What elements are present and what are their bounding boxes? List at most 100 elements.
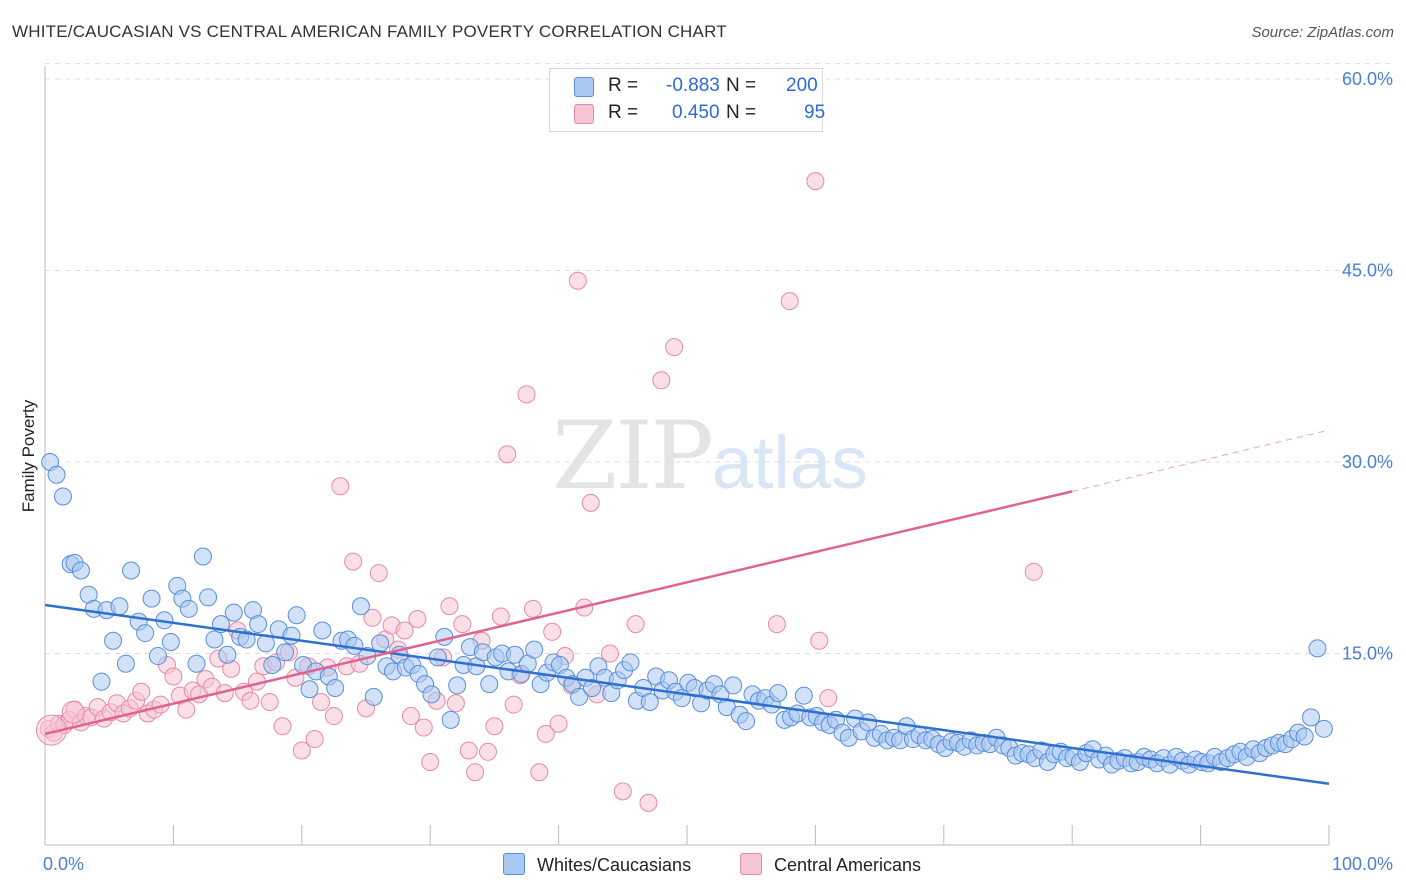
whites-point [249,615,268,634]
whites-point [351,597,370,616]
legend-n-label: N = [726,75,757,96]
central-americans-point [459,741,478,760]
whites-point [282,626,301,645]
whites-point [313,621,332,640]
whites-point [326,678,345,697]
whites-point [92,672,111,691]
central-americans-trend-extension [1072,429,1330,492]
central-americans-point [639,793,658,812]
whites-point [640,693,659,712]
central-americans-point [363,608,382,627]
whites-point [1295,727,1314,746]
whites-point [364,687,383,706]
bottom-legend-central-americans: Central Americans [740,853,921,876]
whites-point [136,624,155,643]
central-americans-point [414,718,433,737]
central-americans-point [312,693,331,712]
whites-point [199,588,218,607]
central-americans-point [369,564,388,583]
whites-point [300,680,319,699]
legend-r-label: R = [608,75,639,96]
source-credit: Source: ZipAtlas.com [1251,24,1394,41]
whites-point [582,678,601,697]
whites-point [441,710,460,729]
central-americans-point [536,724,555,743]
central-americans-point [292,741,311,760]
central-americans-point [241,691,260,710]
central-americans-point [523,599,542,618]
correlation-legend: R = -0.883 N = 200 R = 0.450 N = 95 [549,68,826,132]
bottom-legend-swatch-pink [740,853,762,875]
central-americans-point [665,338,684,357]
legend-n-value: 200 [786,75,818,96]
whites-point [224,603,243,622]
bottom-legend-label: Central Americans [774,855,922,875]
central-americans-point [61,700,85,724]
whites-point [237,630,256,649]
central-americans-point [177,700,196,719]
whites-point [1302,708,1321,727]
central-americans-point [478,742,497,761]
whites-point [435,627,454,646]
central-americans-trend-line [44,490,1073,736]
y-tick-label: 30.0% [1342,452,1393,472]
central-americans-point [395,621,414,640]
central-americans-point [446,694,465,713]
whites-point [122,561,141,580]
watermark: ZIPatlas [552,402,868,511]
central-americans-point [421,753,440,772]
legend-r-label: R = [608,102,639,123]
whites-point [263,655,282,674]
legend-r-value: 0.450 [672,102,720,123]
tick-labels: 15.0% 30.0% 45.0% 60.0% 0.0% 100.0% [43,69,1393,874]
central-americans-point [543,622,562,641]
whites-point [448,676,467,695]
bottom-legend-swatch-blue [503,853,525,875]
central-americans-point [568,271,587,290]
central-americans-point [491,607,510,626]
whites-point [161,633,180,652]
y-tick-label: 60.0% [1342,69,1393,89]
central-americans-point [485,717,504,736]
central-americans-point [780,292,799,311]
legend-n-value: 95 [804,102,826,123]
central-americans-point [504,695,523,714]
central-americans-point [517,385,536,404]
central-americans-point [626,615,645,634]
central-americans-point [652,371,671,390]
central-americans-point [549,714,568,733]
whites-point [53,487,72,506]
whites-point [769,684,788,703]
central-americans-point [530,763,549,782]
central-americans-point [1024,562,1043,581]
whites-point [287,606,306,625]
whites-point [47,465,66,484]
trend-lines [44,429,1330,785]
whites-point [187,654,206,673]
whites-point [116,654,135,673]
x-tick-label-min: 0.0% [43,854,84,874]
whites-point [179,599,198,618]
central-americans-point [305,730,324,749]
central-americans-points [35,172,1043,812]
y-tick-label: 15.0% [1342,644,1393,664]
watermark-zip: ZIP [552,402,714,511]
whites-point [142,589,161,608]
whites-point [193,547,212,566]
central-americans-point [331,477,350,496]
y-axis-label: Family Poverty [19,399,38,512]
x-tick-label-max: 100.0% [1332,854,1393,874]
legend-swatch-blue [574,77,594,97]
whites-point [205,630,224,649]
central-americans-point [440,597,459,616]
whites-point [276,643,295,662]
whites-point [621,653,640,672]
central-americans-point [806,172,825,191]
central-americans-point [132,682,151,701]
legend-r-value: -0.883 [666,75,720,96]
whites-trend-line [44,603,1330,785]
central-americans-point [273,717,292,736]
central-americans-point [581,493,600,512]
whites-point [104,631,123,650]
